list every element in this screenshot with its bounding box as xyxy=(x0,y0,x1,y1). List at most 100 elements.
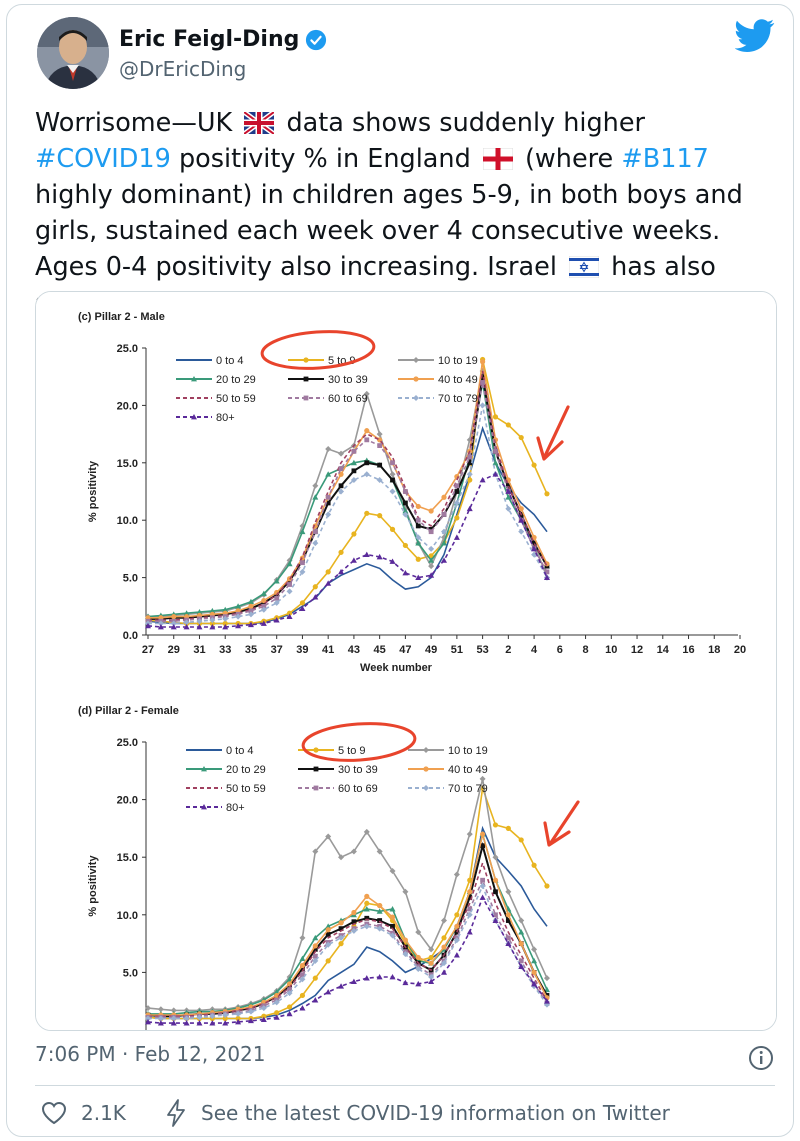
data-point xyxy=(248,608,254,614)
data-point xyxy=(441,935,447,941)
data-point xyxy=(351,531,357,537)
data-point xyxy=(480,359,486,365)
data-point xyxy=(402,570,409,576)
data-point xyxy=(235,1010,242,1017)
info-icon[interactable] xyxy=(748,1045,774,1071)
data-point xyxy=(428,572,435,578)
data-point xyxy=(428,545,435,552)
data-point xyxy=(390,477,395,483)
data-point xyxy=(157,623,164,630)
legend-label: 10 to 19 xyxy=(448,745,488,757)
user-handle[interactable]: @DrEricDing xyxy=(119,57,247,81)
data-point xyxy=(505,935,511,941)
data-point xyxy=(518,506,524,512)
data-point xyxy=(274,1010,280,1016)
data-point xyxy=(338,983,345,989)
legend-label: 80+ xyxy=(226,802,245,814)
data-point xyxy=(402,937,408,943)
data-point xyxy=(209,620,215,627)
legend-label: 30 to 39 xyxy=(338,764,378,776)
data-point xyxy=(273,617,280,623)
data-point xyxy=(338,920,344,926)
x-tick-label: 35 xyxy=(245,644,257,656)
data-point xyxy=(466,911,473,918)
hashtag-link[interactable]: #B117 xyxy=(621,144,709,174)
data-point xyxy=(454,483,460,489)
data-point xyxy=(325,569,331,575)
y-tick-label: 20.0 xyxy=(117,400,138,412)
data-point xyxy=(441,494,447,500)
tweet-timestamp[interactable]: 7:06 PM · Feb 12, 2021 xyxy=(35,1042,266,1066)
data-point xyxy=(287,582,292,587)
data-point xyxy=(312,997,319,1003)
data-point xyxy=(389,974,396,980)
data-point xyxy=(389,932,396,939)
tweet-media[interactable]: (c) Pillar 2 - Male 0.0 5.0 10.0 15.0 20.0 25.… xyxy=(35,291,777,1031)
chart-title: (d) Pillar 2 - Female xyxy=(78,705,179,717)
data-point xyxy=(479,402,486,409)
data-point xyxy=(363,390,370,397)
legend-label: 50 to 59 xyxy=(226,783,266,795)
like-count[interactable]: 2.1K xyxy=(81,1101,126,1125)
x-tick-label: 43 xyxy=(348,644,360,656)
legend-marker xyxy=(303,357,309,363)
data-point xyxy=(196,609,203,615)
data-point xyxy=(286,588,293,595)
display-name-text[interactable]: Eric Feigl-Ding xyxy=(119,27,300,52)
data-point xyxy=(260,1005,267,1012)
heart-icon[interactable] xyxy=(41,1101,67,1125)
data-point xyxy=(235,613,242,620)
data-point xyxy=(157,1015,164,1022)
series-line-80plus xyxy=(147,473,548,628)
data-point xyxy=(325,471,332,477)
data-point xyxy=(325,494,331,500)
red-arrow xyxy=(543,800,580,847)
x-tick-label: 14 xyxy=(657,644,670,656)
uk-flag-icon xyxy=(244,112,275,134)
data-point xyxy=(312,934,319,941)
legend-marker xyxy=(313,766,319,772)
data-point xyxy=(415,965,422,972)
data-point xyxy=(377,918,383,923)
data-point xyxy=(338,854,345,861)
data-point xyxy=(351,468,357,474)
y-tick-label: 10.0 xyxy=(117,910,138,922)
data-point xyxy=(350,927,357,934)
covid-info-link[interactable]: See the latest COVID-19 information on T… xyxy=(201,1101,670,1125)
twitter-bird-icon[interactable] xyxy=(735,19,775,53)
x-tick-label: 53 xyxy=(476,644,488,656)
data-point xyxy=(402,508,409,514)
x-tick-label: 45 xyxy=(374,644,386,656)
data-point xyxy=(209,607,216,614)
data-point xyxy=(351,919,357,925)
data-point xyxy=(390,460,395,466)
y-axis-label: % positivity xyxy=(87,855,99,917)
data-point xyxy=(415,517,421,523)
data-point xyxy=(273,599,280,606)
avatar-image xyxy=(37,17,109,89)
tweet-text: Worrisome—UK data shows suddenly higher … xyxy=(35,105,775,321)
legend-marker xyxy=(303,376,309,382)
avatar[interactable] xyxy=(37,17,109,89)
display-name[interactable]: Eric Feigl-Ding xyxy=(119,27,327,52)
data-point xyxy=(351,448,357,454)
data-point xyxy=(376,553,383,560)
tweet-text-segment: (where xyxy=(516,144,622,174)
series-line-80plus xyxy=(147,895,548,1024)
data-point xyxy=(261,603,267,609)
data-point xyxy=(287,987,292,993)
hashtag-link[interactable]: #COVID19 xyxy=(35,144,171,174)
data-point xyxy=(453,871,460,878)
data-point xyxy=(325,446,332,453)
data-point xyxy=(363,906,370,912)
tweet-text-segment: positivity % in England xyxy=(170,144,479,174)
legend-label: 70 to 79 xyxy=(448,783,488,795)
data-point xyxy=(299,528,306,535)
data-point xyxy=(493,448,498,454)
data-point xyxy=(467,877,473,883)
data-point xyxy=(376,431,383,438)
data-point xyxy=(377,902,383,909)
x-tick-label: 10 xyxy=(605,644,617,656)
data-point xyxy=(428,960,434,966)
data-point xyxy=(454,912,460,918)
